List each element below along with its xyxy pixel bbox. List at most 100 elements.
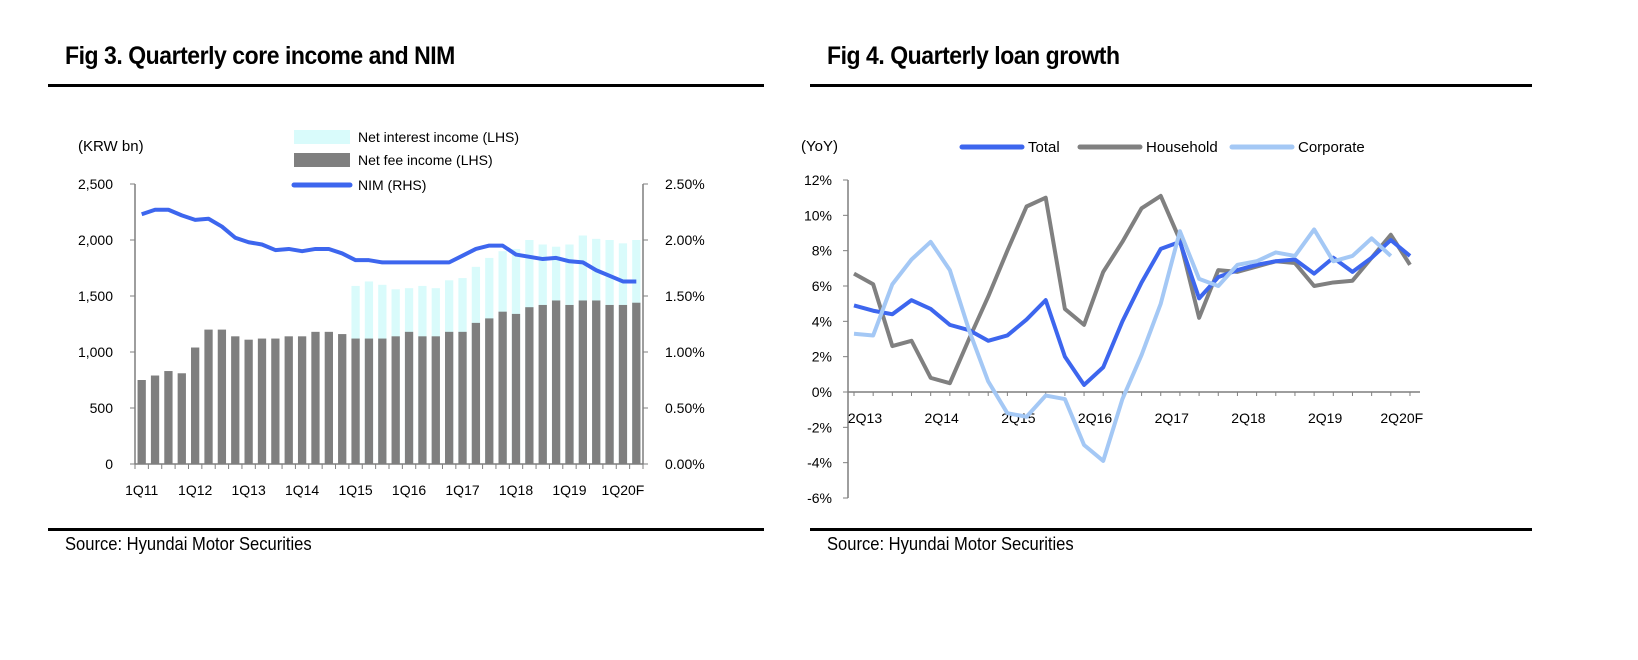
fee-bar xyxy=(618,304,628,464)
fig4-source: Source: Hyundai Motor Securities xyxy=(827,534,1074,554)
fee-bar xyxy=(565,304,574,464)
nim-line xyxy=(141,207,637,284)
fig3-bottom-rule xyxy=(48,528,764,531)
fig3-chart: 0 500 1,000 1,500 2,000 2,500 0.00% 0.50% 1.00% 1… xyxy=(78,129,705,498)
fee-bar xyxy=(284,336,293,464)
fee-bar xyxy=(578,300,587,464)
fig4-x-tick-label: 2Q16 xyxy=(1078,410,1112,426)
fig3-legend-label: Net fee income (LHS) xyxy=(358,152,493,168)
fee-bar xyxy=(150,375,160,464)
fig4-y-tick-label: -4% xyxy=(807,455,832,471)
fig4-chart: -6%-4%-2%0%2%4%6%8%10%12%2Q13 2Q14 2Q15 2Q1… xyxy=(801,138,1423,506)
fee-bar xyxy=(431,336,440,464)
fig4-y-tick-label: 10% xyxy=(804,207,832,223)
fee-bar xyxy=(632,302,641,464)
fig3-left-tick-label: 500 xyxy=(90,400,114,416)
fee-bar xyxy=(231,336,240,464)
fig3-right-tick-label: 0.00% xyxy=(665,456,705,472)
fig3-right-tick-label: 0.50% xyxy=(665,400,705,416)
fee-bar xyxy=(498,311,507,464)
fee-bar xyxy=(191,347,200,464)
fee-bar xyxy=(164,371,173,464)
fee-bar xyxy=(364,338,374,464)
fig4-y-tick-label: 8% xyxy=(812,243,832,259)
fig4-x-tick-label: 2Q18 xyxy=(1231,410,1265,426)
fig3-title: Fig 3. Quarterly core income and NIM xyxy=(65,42,455,70)
fee-bar xyxy=(458,331,467,464)
fig3-x-tick-label: 1Q19 xyxy=(552,482,586,498)
fig3-x-tick-label: 1Q15 xyxy=(338,482,372,498)
fee-bar xyxy=(445,331,454,464)
fig3-right-tick-label: 1.50% xyxy=(665,288,705,304)
fee-bar xyxy=(391,336,400,464)
fee-bar xyxy=(204,329,213,464)
fee-bar xyxy=(378,338,387,464)
fig4-y-tick-label: 6% xyxy=(812,278,832,294)
fee-bar xyxy=(257,338,267,464)
fee-bar xyxy=(605,304,614,464)
corporate-line xyxy=(853,227,1393,463)
fee-bar xyxy=(324,331,333,464)
fee-bar xyxy=(137,380,146,464)
fig4-legend-label: Total xyxy=(1028,139,1060,156)
fig4-title: Fig 4. Quarterly loan growth xyxy=(827,42,1120,70)
fee-bar xyxy=(592,300,601,464)
fee-bar xyxy=(177,373,186,464)
fee-bar xyxy=(404,331,414,464)
fee-bar xyxy=(351,338,360,464)
fig3-x-tick-label: 1Q12 xyxy=(178,482,212,498)
fig4-x-tick-label: 2Q17 xyxy=(1155,410,1189,426)
fee-bar xyxy=(471,322,481,464)
fig3-left-tick-label: 2,000 xyxy=(78,232,113,248)
fee-bar xyxy=(311,331,320,464)
fig4-title-rule xyxy=(810,84,1532,87)
fig3-x-tick-label: 1Q11 xyxy=(125,482,158,498)
fig3-legend-label: Net interest income (LHS) xyxy=(358,129,519,145)
fig4-y-tick-label: 2% xyxy=(812,349,832,365)
fee-bar xyxy=(338,334,347,464)
fig3-left-tick-label: 1,000 xyxy=(78,344,113,360)
fig3-x-tick-label: 1Q20F xyxy=(602,482,645,498)
fee-bar xyxy=(271,338,280,464)
legend-fee-swatch xyxy=(294,153,350,167)
fig3-x-tick-label: 1Q17 xyxy=(445,482,479,498)
fig4-bottom-rule xyxy=(810,528,1532,531)
fig3-source: Source: Hyundai Motor Securities xyxy=(65,534,312,554)
fee-bar xyxy=(485,318,494,464)
fig4-y-tick-label: 4% xyxy=(812,313,832,329)
fig3-left-tick-label: 2,500 xyxy=(78,176,113,192)
fig4-panel: Fig 4. Quarterly loan growth -6% -4% -2% 0%… xyxy=(760,0,1560,600)
fig3-left-tick-label: 0 xyxy=(105,456,113,472)
fig4-x-tick-label: 2Q13 xyxy=(848,410,882,426)
fig3-legend-label: NIM (RHS) xyxy=(358,177,426,193)
fig3-left-tick-label: 1,500 xyxy=(78,288,113,304)
fig4-y-tick-label: 0% xyxy=(812,384,832,400)
fig4-legend-label: Household xyxy=(1146,139,1218,156)
fig4-legend-label: Corporate xyxy=(1298,139,1365,156)
fig4-y-tick-label: 12% xyxy=(804,172,832,188)
fig4-y-tick-label: -2% xyxy=(807,419,832,435)
legend-nii-swatch xyxy=(294,130,350,144)
fig3-x-tick-label: 1Q13 xyxy=(232,482,266,498)
fig3-title-rule xyxy=(48,84,764,87)
fee-bar xyxy=(244,339,253,464)
fee-bar xyxy=(551,300,561,464)
fig3-right-tick-label: 2.50% xyxy=(665,176,705,192)
fee-bar xyxy=(511,313,521,464)
fig3-x-tick-label: 1Q16 xyxy=(392,482,426,498)
fee-bar xyxy=(418,336,427,464)
fig3-x-tick-label: 1Q18 xyxy=(499,482,533,498)
fig3-panel: Fig 3. Quarterly core income and NIM 0 50… xyxy=(0,0,764,600)
fee-bar xyxy=(217,329,227,464)
fig4-y-tick-label: -6% xyxy=(807,490,832,506)
fig4-x-tick-label: 2Q19 xyxy=(1308,410,1342,426)
fig3-right-tick-label: 2.00% xyxy=(665,232,705,248)
fig3-right-tick-label: 1.00% xyxy=(665,344,705,360)
fee-bar xyxy=(538,304,547,464)
fig4-x-tick-label: 2Q20F xyxy=(1380,410,1423,426)
fee-bar xyxy=(297,336,307,464)
household-line xyxy=(853,193,1412,386)
fig3-x-tick-label: 1Q14 xyxy=(285,482,319,498)
total-line xyxy=(853,238,1412,387)
fee-bar xyxy=(525,307,534,464)
